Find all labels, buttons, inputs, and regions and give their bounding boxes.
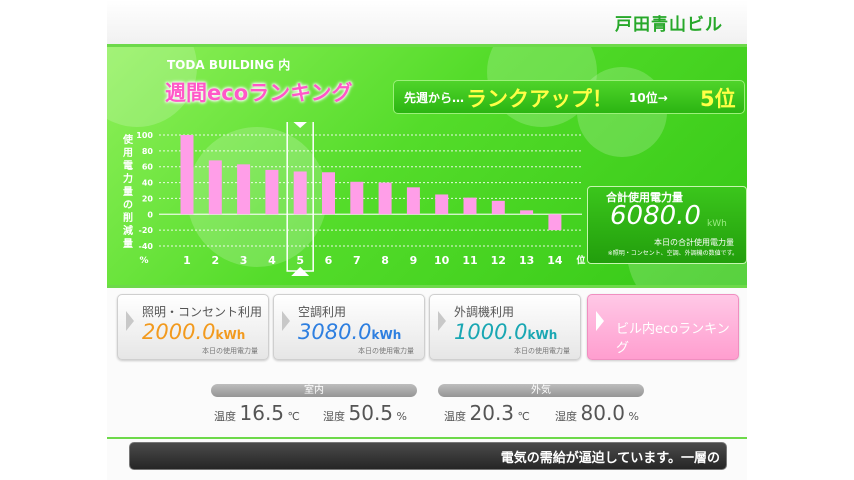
chart-y-axis-label: 使用電力量の削減量 [123, 135, 133, 250]
outdoor-label: 外気 [438, 384, 644, 397]
y-tick-label: 100 [136, 131, 153, 140]
total-usage-box: 合計使用電力量 6080.0 kWh 本日の合計使用電力量 ※照明・コンセント、… [587, 186, 747, 264]
bar-rank-3 [237, 164, 251, 215]
card-value: 1000.0kWh [454, 320, 558, 344]
x-tick-label: 8 [381, 254, 389, 267]
x-tick-label: 5 [296, 254, 304, 267]
x-tick-label: 4 [268, 254, 276, 267]
ranking-button-label: ビル内ecoランキング [616, 322, 730, 356]
bar-rank-7 [350, 181, 364, 215]
y-tick-label: -20 [139, 226, 154, 235]
x-tick-label: 3 [240, 254, 248, 267]
chevron-right-icon [126, 311, 134, 331]
card-value: 3080.0kWh [298, 320, 402, 344]
aircon-usage-card[interactable]: 空調利用 3080.0kWh 本日の使用電力量 [273, 294, 425, 360]
x-tick-label: 10 [434, 254, 450, 267]
bar-rank-13 [520, 210, 534, 215]
total-usage-label: 合計使用電力量 [606, 191, 683, 204]
y-unit-label: % [139, 256, 148, 266]
building-eco-ranking-button[interactable]: ビル内ecoランキング [587, 294, 739, 360]
ranking-title: 週間ecoランキング [165, 81, 353, 105]
previous-rank: 10位→ [629, 91, 668, 105]
x-unit-label: 位 [576, 254, 585, 266]
y-tick-label: -40 [139, 242, 154, 251]
panel-divider [107, 285, 747, 288]
chevron-right-icon [596, 311, 604, 331]
ranking-panel: TODA BUILDING 内 週間ecoランキング 先週から… ランクアップ！… [107, 47, 747, 285]
bar-rank-11 [463, 197, 477, 215]
highlight-arrow-down-icon [293, 122, 307, 128]
card-label: 外調機利用 [454, 305, 515, 319]
rank-status: ランクアップ！ [466, 87, 613, 111]
total-usage-value: 6080.0 [610, 201, 701, 231]
bar-rank-12 [491, 200, 505, 215]
message-ticker: 電気の需給が逼迫しています。一層の [129, 442, 727, 470]
y-tick-label: 0 [147, 210, 153, 219]
highlight-frame [286, 122, 314, 272]
y-tick-label: 80 [142, 147, 154, 156]
indoor-label: 室内 [211, 384, 417, 397]
x-tick-label: 6 [325, 254, 333, 267]
bar-rank-4 [265, 169, 279, 215]
bar-rank-1 [180, 135, 194, 215]
lighting-usage-card[interactable]: 照明・コンセント利用 2000.0kWh 本日の使用電力量 [117, 294, 269, 360]
header-divider [107, 44, 747, 47]
x-tick-label: 1 [183, 254, 191, 267]
chevron-right-icon [438, 311, 446, 331]
outdoor-air-unit-card[interactable]: 外調機利用 1000.0kWh 本日の使用電力量 [429, 294, 581, 360]
x-tick-label: 11 [462, 254, 477, 267]
total-usage-note: ※照明・コンセント、空調、外調機の数値です。 [607, 250, 738, 257]
ranking-subtitle: TODA BUILDING 内 [167, 58, 291, 72]
ranking-chart: 使用電力量の削減量 100806040200-20-40%12345678910… [107, 122, 587, 282]
x-tick-label: 13 [519, 254, 534, 267]
x-tick-label: 9 [410, 254, 418, 267]
rank-from-label: 先週から… [404, 91, 465, 105]
y-tick-label: 40 [142, 179, 154, 188]
x-tick-label: 7 [353, 254, 361, 267]
x-tick-label: 2 [211, 254, 219, 267]
card-caption: 本日の使用電力量 [514, 347, 570, 355]
chevron-right-icon [282, 311, 290, 331]
bar-rank-2 [208, 160, 222, 215]
card-label: 照明・コンセント利用 [142, 305, 263, 319]
rank-change-box: 先週から… ランクアップ！ 10位→ 5位 [393, 80, 745, 114]
x-tick-label: 12 [491, 254, 506, 267]
card-label: 空調利用 [298, 305, 347, 319]
total-usage-caption: 本日の合計使用電力量 [654, 238, 734, 247]
y-tick-label: 60 [142, 163, 154, 172]
eco-display-screen: 戸田青山ビル TODA BUILDING 内 週間ecoランキング 先週から… … [107, 0, 747, 480]
outdoor-temperature: 温度 20.3 ℃ [444, 401, 530, 425]
card-caption: 本日の使用電力量 [358, 347, 414, 355]
bar-rank-6 [322, 172, 335, 215]
bar-rank-9 [406, 187, 420, 215]
top-bar: 戸田青山ビル [107, 0, 747, 44]
bar-rank-5 [293, 171, 307, 215]
building-name: 戸田青山ビル [615, 15, 723, 35]
bar-rank-10 [435, 194, 449, 215]
bar-rank-8 [378, 182, 392, 215]
card-value: 2000.0kWh [142, 320, 246, 344]
indoor-temperature: 温度 16.5 ℃ [214, 401, 300, 425]
ticker-divider [107, 437, 747, 439]
indoor-humidity: 湿度 50.5 % [323, 401, 407, 425]
total-usage-unit: kWh [707, 219, 727, 229]
x-tick-label: 14 [547, 254, 563, 267]
highlight-arrow-up-icon [291, 267, 310, 276]
bar-rank-14 [548, 214, 562, 231]
ticker-text: 電気の需給が逼迫しています。一層の [500, 451, 720, 466]
current-rank: 5位 [700, 87, 736, 111]
outdoor-humidity: 湿度 80.0 % [555, 401, 639, 425]
card-caption: 本日の使用電力量 [202, 347, 258, 355]
y-tick-label: 20 [142, 194, 154, 203]
